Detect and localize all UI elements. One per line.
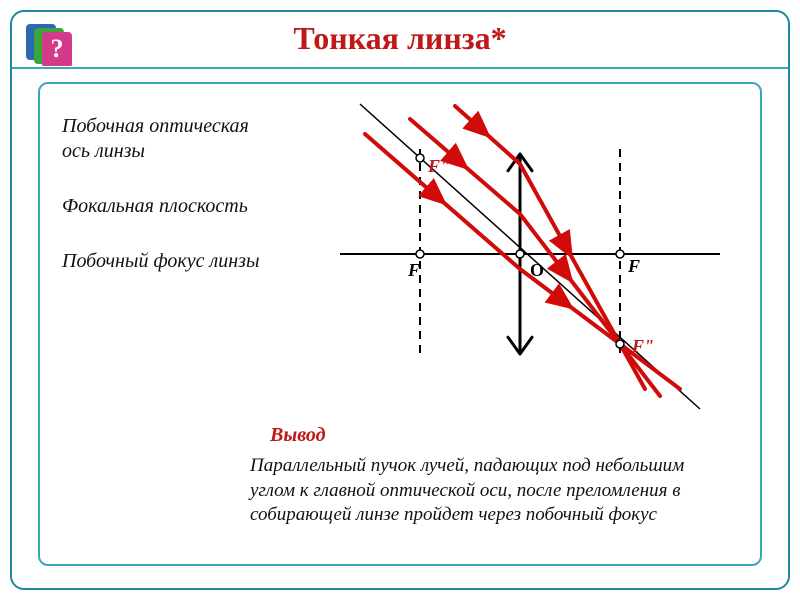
svg-text:F: F: [627, 256, 640, 276]
svg-text:F: F: [407, 260, 420, 280]
content-area: Побочная оптическая ось линзы Фокальная …: [40, 84, 760, 564]
inner-frame: Побочная оптическая ось линзы Фокальная …: [38, 82, 762, 566]
title-bar: Тонкая линза*: [12, 12, 788, 69]
svg-text:F": F": [631, 336, 654, 356]
outer-frame: ? ? ? Тонкая линза* Побочная оптическая …: [10, 10, 790, 590]
conclusion-body: Параллельный пучок лучей, падающих под н…: [250, 454, 730, 528]
label-focal-plane: Фокальная плоскость: [62, 194, 262, 219]
svg-text:F": F": [427, 156, 450, 176]
page-title: Тонкая линза*: [12, 20, 788, 57]
svg-text:O: O: [530, 260, 544, 280]
label-secondary-axis: Побочная оптическая ось линзы: [62, 114, 262, 164]
svg-text:?: ?: [51, 34, 64, 63]
label-secondary-focus: Побочный фокус линзы: [62, 249, 262, 274]
question-stack-icon: ? ? ?: [20, 14, 76, 66]
side-labels: Побочная оптическая ось линзы Фокальная …: [62, 114, 262, 304]
conclusion-title: Вывод: [270, 424, 326, 447]
lens-diagram: O F F F" F": [290, 94, 720, 414]
